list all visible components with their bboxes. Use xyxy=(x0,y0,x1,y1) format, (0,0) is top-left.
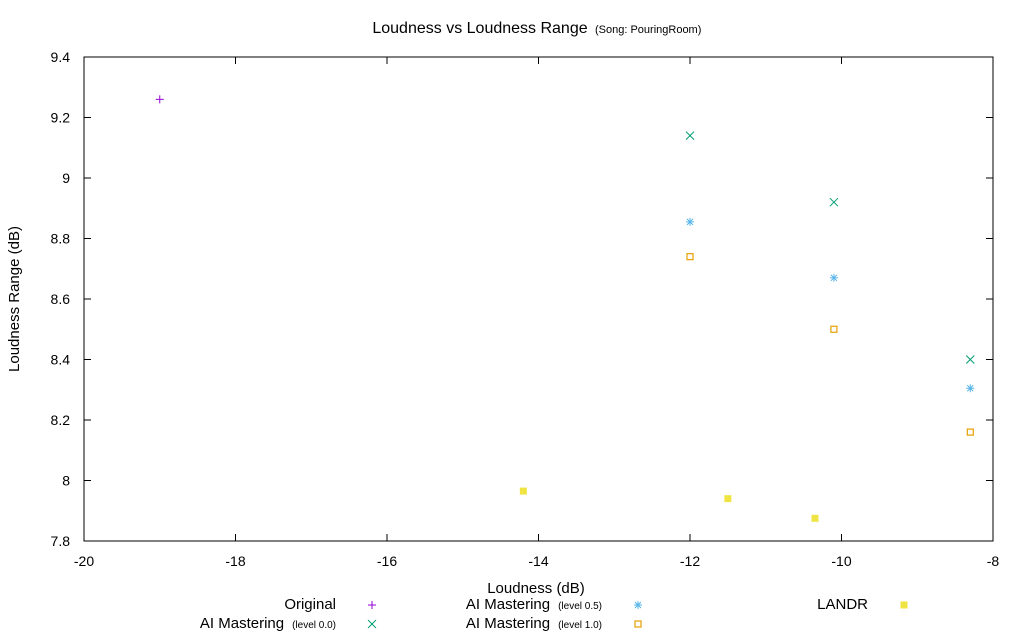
x-axis-label: Loudness (dB) xyxy=(487,580,585,597)
chart-title-group: Loudness vs Loudness Range (Song: Pourin… xyxy=(372,20,701,37)
legend-entry: AI Mastering (level 1.0) xyxy=(466,615,642,632)
legend-series-name: LANDR xyxy=(817,596,868,613)
legend-series-sub: (level 0.0) xyxy=(292,620,336,631)
data-point-series-4-0 xyxy=(519,487,527,495)
data-point-series-1-0 xyxy=(685,131,695,141)
y-axis-label: Loudness Range (dB) xyxy=(6,226,23,372)
legend-marker xyxy=(634,601,642,609)
legend-entry: AI Mastering (level 0.5) xyxy=(466,596,642,613)
legend-label: LANDR xyxy=(817,596,868,613)
legend-marker xyxy=(368,601,376,609)
data-point-series-0-0 xyxy=(155,95,164,104)
y-tick-label: 8 xyxy=(62,473,70,489)
y-tick-label: 8.2 xyxy=(51,412,71,428)
legend-series-name: Original xyxy=(284,596,336,613)
legend-series-name: AI Mastering xyxy=(466,596,550,613)
x-tick-label: -14 xyxy=(528,553,548,569)
legend-entry: Original xyxy=(284,596,376,613)
data-point-series-3-1 xyxy=(830,325,838,333)
data-point-series-4-2 xyxy=(811,514,819,522)
legend-marker xyxy=(900,601,908,609)
x-tick-label: -10 xyxy=(831,553,851,569)
y-axis: 7.8 8 8.2 8.4 8.6 8.8 9 9.2 9.4 xyxy=(51,49,993,549)
legend-entry: LANDR xyxy=(817,596,908,613)
y-tick-label: 8.6 xyxy=(51,291,71,307)
y-tick-label: 9.2 xyxy=(51,110,71,126)
y-tick-label: 8.4 xyxy=(51,352,71,368)
y-tick-label: 7.8 xyxy=(51,533,71,549)
legend-label: AI Mastering (level 0.0) xyxy=(200,615,336,632)
data-point-series-1-1 xyxy=(829,197,839,207)
legend-marker xyxy=(367,619,377,629)
y-tick-label: 9.4 xyxy=(51,49,71,65)
legend-label: Original xyxy=(284,596,336,613)
y-tick-label: 8.8 xyxy=(51,231,71,247)
chart-subtitle: (Song: PouringRoom) xyxy=(595,24,701,36)
legend-series-sub: (level 0.5) xyxy=(558,601,602,612)
legend-entry: AI Mastering (level 0.0) xyxy=(200,615,377,632)
x-tick-label: -18 xyxy=(225,553,245,569)
legend-marker xyxy=(634,620,642,628)
data-point-series-3-2 xyxy=(966,428,974,436)
legend-label: AI Mastering (level 0.5) xyxy=(466,596,602,613)
data-point-series-2-1 xyxy=(829,273,838,282)
legend-series-name: AI Mastering xyxy=(200,615,284,632)
data-point-series-1-2 xyxy=(965,355,975,364)
x-tick-label: -8 xyxy=(987,553,1000,569)
plot-frame xyxy=(83,56,994,542)
data-point-series-4-1 xyxy=(724,495,732,503)
legend-series-name: AI Mastering xyxy=(466,615,550,632)
legend-label: AI Mastering (level 1.0) xyxy=(466,615,602,632)
chart-title: Loudness vs Loudness Range xyxy=(372,20,587,37)
x-tick-label: -12 xyxy=(680,553,700,569)
legend-series-sub: (level 1.0) xyxy=(558,620,602,631)
data-point-series-2-2 xyxy=(966,384,975,393)
data-point-series-2-0 xyxy=(686,217,694,226)
data-point-series-3-0 xyxy=(686,253,694,261)
x-tick-label: -20 xyxy=(74,553,94,569)
data-points xyxy=(155,95,975,522)
x-axis: -20 -18 -16 -14 -12 -10 -8 xyxy=(74,57,1000,569)
x-tick-label: -16 xyxy=(377,553,397,569)
y-tick-label: 9 xyxy=(62,170,70,186)
